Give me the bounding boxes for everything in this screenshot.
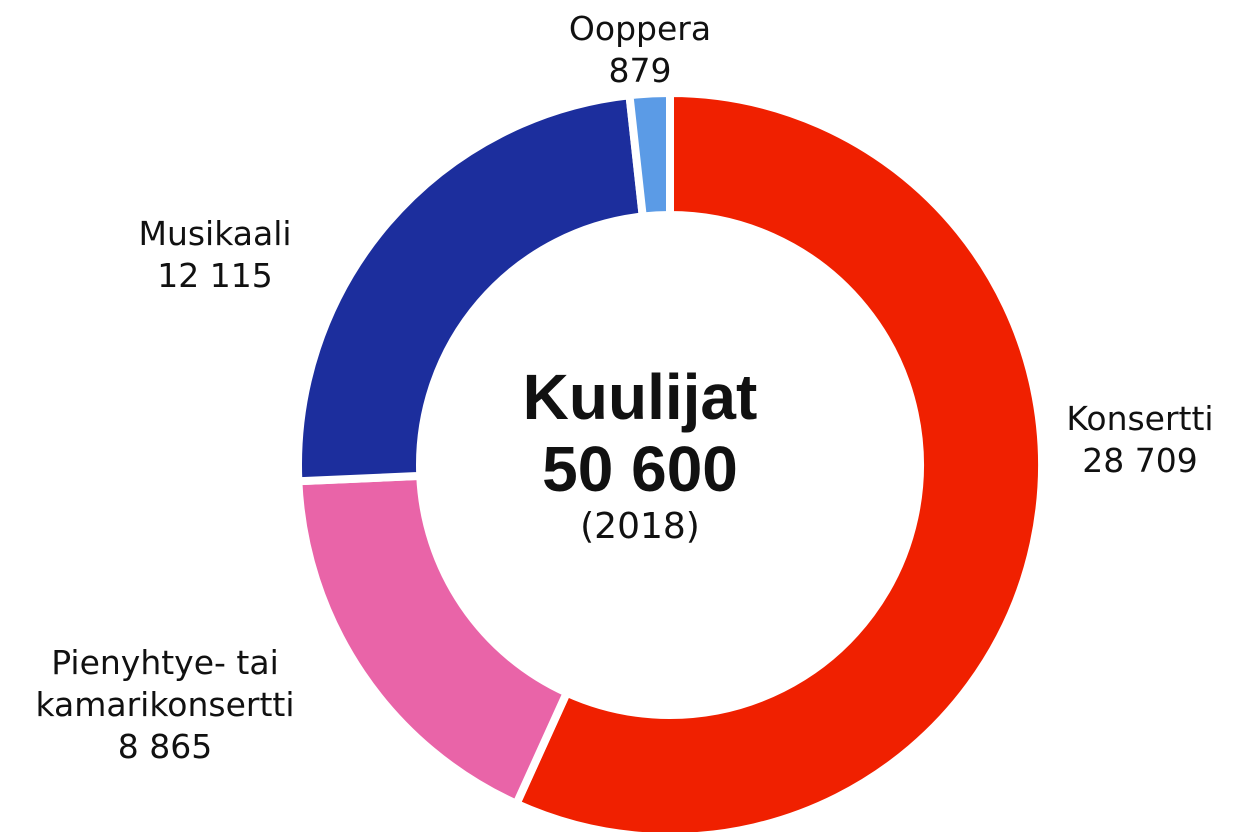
slice-label: Musikaali 12 115 (138, 213, 291, 297)
slice-label: Konsertti 28 709 (1066, 398, 1213, 482)
slice-label: Pienyhtye- tai kamarikonsertti 8 865 (15, 642, 315, 768)
slice-value: 879 (608, 51, 672, 90)
slice (625, 88, 674, 221)
slice-name: Konsertti (1066, 399, 1214, 438)
slice-label: Ooppera 879 (569, 8, 711, 92)
center-subtitle: (2018) (580, 506, 700, 547)
slice-value: 12 115 (157, 256, 273, 295)
slice-value: 28 709 (1082, 441, 1198, 480)
slice-name: Pienyhtye- tai kamarikonsertti (35, 643, 295, 724)
slice (511, 88, 1046, 832)
slice-value: 8 865 (117, 727, 213, 766)
center-title: Kuulijat (522, 361, 758, 433)
slice (294, 90, 648, 486)
slice (294, 471, 573, 810)
slice-name: Musikaali (138, 214, 292, 253)
slice-name: Ooppera (568, 9, 712, 48)
center-value: 50 600 (542, 433, 738, 505)
center-label: Kuulijat 50 600 (2018) (523, 361, 758, 549)
